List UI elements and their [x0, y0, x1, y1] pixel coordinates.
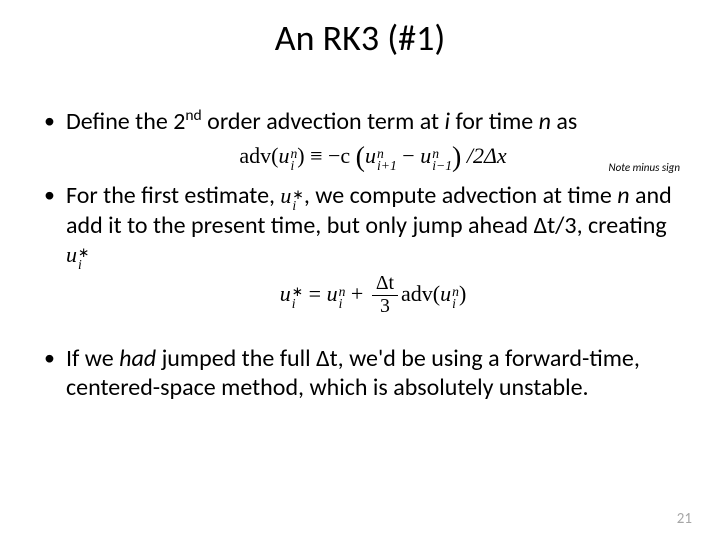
- b3-text-a: If we: [66, 344, 119, 373]
- equation-2: u∗i = uni + Δt3adv(uni): [66, 274, 680, 317]
- slide-body: Define the 2nd order advection term at i…: [40, 108, 680, 409]
- b1-text-b: order advection term at: [202, 107, 445, 136]
- eq1-equiv: ≡: [305, 143, 328, 168]
- eq2-u2: u: [327, 281, 338, 306]
- eq2-adv: adv: [401, 281, 433, 306]
- eq1-u2-sub: i+1: [377, 160, 397, 172]
- slide-number: 21: [677, 510, 692, 528]
- b2-n: n: [617, 181, 629, 210]
- b3-had: had: [119, 344, 156, 373]
- eq2-u3-sub: i: [452, 298, 459, 310]
- b1-text-c: for time: [455, 107, 538, 136]
- eq1-minus: −: [397, 143, 420, 168]
- note-minus-sign: Note minus sign: [609, 161, 680, 174]
- eq2-u1-sub: i: [292, 298, 303, 310]
- b2-text-a: For the first estimate,: [66, 181, 280, 210]
- eq1-u3: u: [420, 143, 431, 168]
- eq2-frac: Δt3: [372, 274, 398, 317]
- b1-sup: nd: [185, 106, 201, 125]
- bullet-1: Define the 2nd order advection term at i…: [40, 108, 680, 174]
- eq2-plus: +: [345, 281, 368, 306]
- b2-text-b: , we compute advection at time: [304, 181, 617, 210]
- b2-ustar: u∗i: [280, 183, 303, 212]
- bullet-list: Define the 2nd order advection term at i…: [40, 108, 680, 403]
- b1-n: n: [539, 107, 551, 136]
- eq1-math: adv(uni) ≡ −c (uni+1 − uni−1) /2Δx: [239, 143, 506, 168]
- eq1-u3-sub: i−1: [432, 160, 452, 172]
- eq1-adv: adv: [239, 143, 271, 168]
- slide: An RK3 (#1) Define the 2nd order advecti…: [0, 0, 720, 540]
- eq2-u1: u: [280, 281, 291, 306]
- eq2-den: 3: [372, 296, 398, 317]
- eq1-u2: u: [365, 143, 376, 168]
- b2-u: u: [280, 183, 291, 208]
- eq2-math: u∗i = uni + Δt3adv(uni): [280, 281, 467, 306]
- bullet-3: If we had jumped the full Δt, we'd be us…: [40, 345, 680, 403]
- eq2-eq: =: [303, 281, 326, 306]
- eq1-u1: u: [278, 143, 289, 168]
- b1-i: i: [445, 107, 456, 136]
- b2-u2-sub: i: [78, 259, 89, 271]
- bullet-2: For the first estimate, u∗i, we compute …: [40, 182, 680, 317]
- b1-text-a: Define the 2: [66, 107, 185, 136]
- eq2-u3: u: [440, 281, 451, 306]
- eq1-div: /2Δx: [467, 143, 507, 168]
- eq1-mc: −c: [328, 143, 350, 168]
- b1-text-d: as: [551, 107, 577, 136]
- b2-u2: u: [66, 242, 77, 267]
- b2-ustar2: u∗i: [66, 242, 89, 271]
- slide-title: An RK3 (#1): [0, 16, 720, 60]
- eq2-num: Δt: [372, 274, 398, 296]
- eq1-u1-sub: i: [290, 160, 297, 172]
- equation-1: adv(uni) ≡ −c (uni+1 − uni−1) /2Δx Note …: [66, 141, 680, 175]
